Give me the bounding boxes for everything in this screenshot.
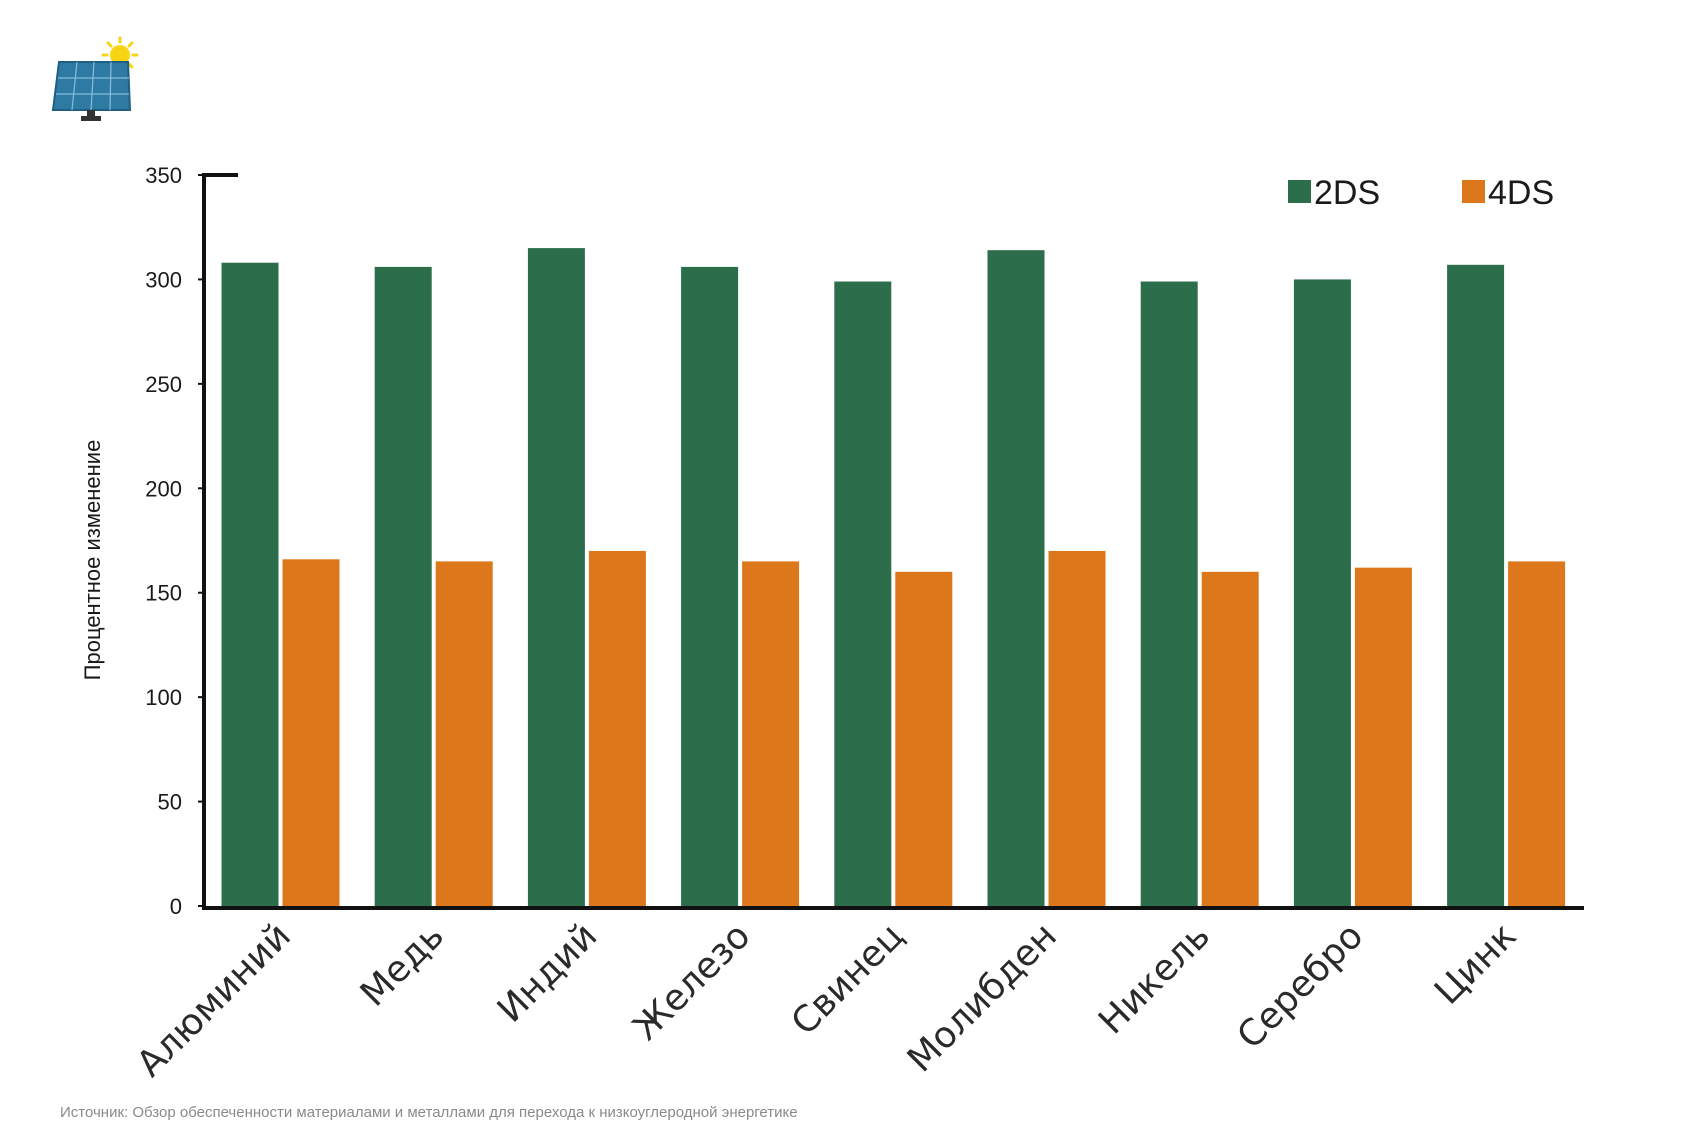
legend: 2DS 4DS <box>1288 174 1554 212</box>
legend-swatch-4ds <box>1462 180 1485 203</box>
x-category-label: Молибден <box>900 915 1065 1080</box>
bar-2ds-1 <box>374 266 432 906</box>
x-category-label: Серебро <box>1230 915 1372 1057</box>
x-category-label: Свинец <box>784 915 912 1043</box>
bar-2ds-6 <box>1140 281 1198 906</box>
bar-2ds-3 <box>681 266 739 906</box>
bar-2ds-8 <box>1447 264 1505 906</box>
y-tick-label: 200 <box>145 476 182 501</box>
x-category-label: Алюминий <box>129 915 299 1085</box>
y-tick-label: 300 <box>145 267 182 292</box>
legend-label-2ds: 2DS <box>1314 174 1380 212</box>
bar-2ds-5 <box>987 250 1045 906</box>
solar-panel-sun-icon <box>51 36 139 121</box>
y-tick-label: 0 <box>170 894 182 919</box>
bar-4ds-0 <box>282 559 340 906</box>
bar-4ds-7 <box>1354 567 1412 906</box>
bar-4ds-1 <box>435 561 493 906</box>
x-category-label: Медь <box>353 915 452 1014</box>
y-tick-label: 150 <box>145 581 182 606</box>
bar-4ds-2 <box>588 550 646 906</box>
bar-2ds-4 <box>834 281 892 906</box>
bar-4ds-3 <box>742 561 800 906</box>
bar-4ds-4 <box>895 571 953 906</box>
x-category-label: Цинк <box>1427 915 1524 1012</box>
bar-2ds-0 <box>221 262 279 907</box>
y-tick-label: 100 <box>145 685 182 710</box>
legend-swatch-2ds <box>1288 180 1311 203</box>
legend-label-4ds: 4DS <box>1488 174 1554 212</box>
x-category-label: Индий <box>490 915 605 1030</box>
bar-4ds-5 <box>1048 550 1106 906</box>
bar-4ds-8 <box>1508 561 1566 906</box>
y-axis-title: Процентное изменение <box>80 440 105 681</box>
y-tick-label: 50 <box>158 790 182 815</box>
x-category-label: Никель <box>1091 915 1218 1042</box>
y-tick-label: 250 <box>145 372 182 397</box>
bar-2ds-7 <box>1293 279 1351 906</box>
source-note: Источник: Обзор обеспеченности материала… <box>60 1104 798 1121</box>
bar-4ds-6 <box>1201 571 1259 906</box>
y-tick-label: 350 <box>145 163 182 188</box>
x-category-label: Железо <box>625 915 758 1048</box>
bar-2ds-2 <box>527 248 585 907</box>
